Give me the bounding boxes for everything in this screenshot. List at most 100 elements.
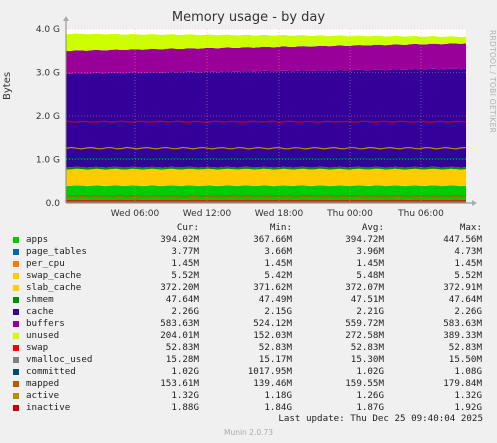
legend-value: 5.52M [454, 270, 482, 281]
legend-row-cache: cache 2.26G 2.15G 2.21G 2.26G [12, 306, 490, 318]
legend-row-shmem: shmem 47.64M 47.49M 47.51M 47.64M [12, 294, 490, 306]
legend-value: 47.49M [258, 294, 292, 305]
legend-series-name: page_tables [26, 246, 87, 257]
legend-swatch [13, 309, 19, 315]
legend-value: 15.30M [350, 354, 384, 365]
legend-swatch [13, 393, 19, 399]
legend-value: 2.26G [454, 306, 482, 317]
legend-value: 52.83M [448, 342, 482, 353]
col-max: Max: [459, 222, 482, 233]
legend-value: 1.32G [454, 390, 482, 401]
legend-value: 394.72M [345, 234, 384, 245]
legend-value: 1.26G [356, 390, 384, 401]
legend-swatch [13, 357, 19, 363]
legend-row-mapped: mapped 153.61M 139.46M 159.55M 179.84M [12, 378, 490, 390]
area-apps [66, 185, 466, 203]
y-tick-label: 3.0 G [36, 69, 60, 79]
legend-value: 1.32G [171, 390, 199, 401]
legend-series-name: committed [26, 366, 76, 377]
legend-swatch [13, 297, 19, 303]
munin-version: Munin 2.0.73 [223, 428, 274, 437]
legend-value: 47.51M [350, 294, 384, 305]
legend-value: 583.63M [443, 318, 482, 329]
legend-series-name: vmalloc_used [26, 354, 93, 365]
legend-value: 3.77M [171, 246, 199, 257]
x-axis-arrow [472, 200, 477, 206]
legend-value: 1.08G [454, 366, 482, 377]
area-buffers [66, 43, 466, 74]
legend-swatch [13, 273, 19, 279]
col-min: Min: [269, 222, 292, 233]
legend-value: 372.07M [345, 282, 384, 293]
legend-swatch [13, 345, 19, 351]
legend-value: 47.64M [448, 294, 482, 305]
legend-row-buffers: buffers 583.63M 524.12M 559.72M 583.63M [12, 318, 490, 330]
legend-value: 5.48M [356, 270, 384, 281]
legend-series-name: unused [26, 330, 60, 341]
y-axis-label: Bytes [2, 71, 13, 100]
legend-row-committed: committed 1.02G 1017.95M 1.02G 1.08G [12, 366, 490, 378]
legend-row-swap-cache: swap_cache 5.52M 5.42M 5.48M 5.52M [12, 270, 490, 282]
x-tick-label: Wed 18:00 [255, 209, 304, 219]
legend-value: 389.33M [443, 330, 482, 341]
legend-swatch [13, 369, 19, 375]
legend-value: 1.88G [171, 402, 199, 413]
legend-value: 159.55M [345, 378, 384, 389]
legend-row-unused: unused 204.01M 152.03M 272.58M 389.33M [12, 330, 490, 342]
legend-value: 1.02G [171, 366, 199, 377]
legend-value: 1.45M [356, 258, 384, 269]
legend-value: 5.52M [171, 270, 199, 281]
legend-value: 1.45M [264, 258, 292, 269]
legend-series-name: inactive [26, 402, 71, 413]
legend-value: 583.63M [160, 318, 199, 329]
legend-row-page-tables: page_tables 3.77M 3.66M 3.96M 4.73M [12, 246, 490, 258]
legend-value: 139.46M [253, 378, 292, 389]
y-tick-label: 2.0 G [36, 112, 60, 122]
area-per-cpu [66, 185, 466, 187]
line-active [65, 146, 467, 150]
legend-swatch [13, 381, 19, 387]
legend-row-apps: apps 394.02M 367.66M 394.72M 447.56M [12, 234, 490, 246]
legend-series-name: apps [26, 234, 49, 245]
legend-value: 1.45M [454, 258, 482, 269]
legend-value: 1.87G [356, 402, 384, 413]
legend-value: 1.02G [356, 366, 384, 377]
area-swap-cache [66, 184, 466, 186]
y-axis-arrow [63, 16, 69, 21]
legend-value: 3.96M [356, 246, 384, 257]
legend-swatch [13, 333, 19, 339]
legend-swatch [13, 249, 19, 255]
legend-value: 52.83M [258, 342, 292, 353]
area-cache [66, 68, 466, 168]
legend-value: 2.26G [171, 306, 199, 317]
y-tick-label: 0.0 [46, 199, 61, 209]
legend-row-per-cpu: per_cpu 1.45M 1.45M 1.45M 1.45M [12, 258, 490, 270]
legend-value: 52.83M [165, 342, 199, 353]
legend-row-active: active 1.32G 1.18G 1.26G 1.32G [12, 390, 490, 402]
legend-value: 2.15G [264, 306, 292, 317]
y-tick-label: 1.0 G [36, 156, 60, 166]
legend-value: 372.20M [160, 282, 199, 293]
legend-value: 371.62M [253, 282, 292, 293]
legend-series-name: per_cpu [26, 258, 65, 269]
line-mapped [65, 195, 467, 197]
legend-value: 524.12M [253, 318, 292, 329]
legend-header: Cur: Min: Avg: Max: [12, 222, 490, 234]
legend-value: 1017.95M [247, 366, 292, 377]
legend-row-vmalloc-used: vmalloc_used 15.28M 15.17M 15.30M 15.50M [12, 354, 490, 366]
legend-value: 1.84G [264, 402, 292, 413]
legend-value: 47.64M [165, 294, 199, 305]
legend-series-name: active [26, 390, 60, 401]
legend-value: 1.18G [264, 390, 292, 401]
legend-value: 15.17M [258, 354, 292, 365]
legend-value: 179.84M [443, 378, 482, 389]
legend-swatch [13, 237, 19, 243]
last-update: Last update: Thu Dec 25 09:40:04 2025 [278, 413, 483, 424]
x-tick-label: Thu 00:00 [326, 209, 373, 219]
legend-series-name: shmem [26, 294, 54, 305]
legend-series-name: slab_cache [26, 282, 82, 293]
area-slab-cache [66, 168, 466, 186]
legend-value: 447.56M [443, 234, 482, 245]
x-tick-label: Wed 06:00 [111, 209, 160, 219]
